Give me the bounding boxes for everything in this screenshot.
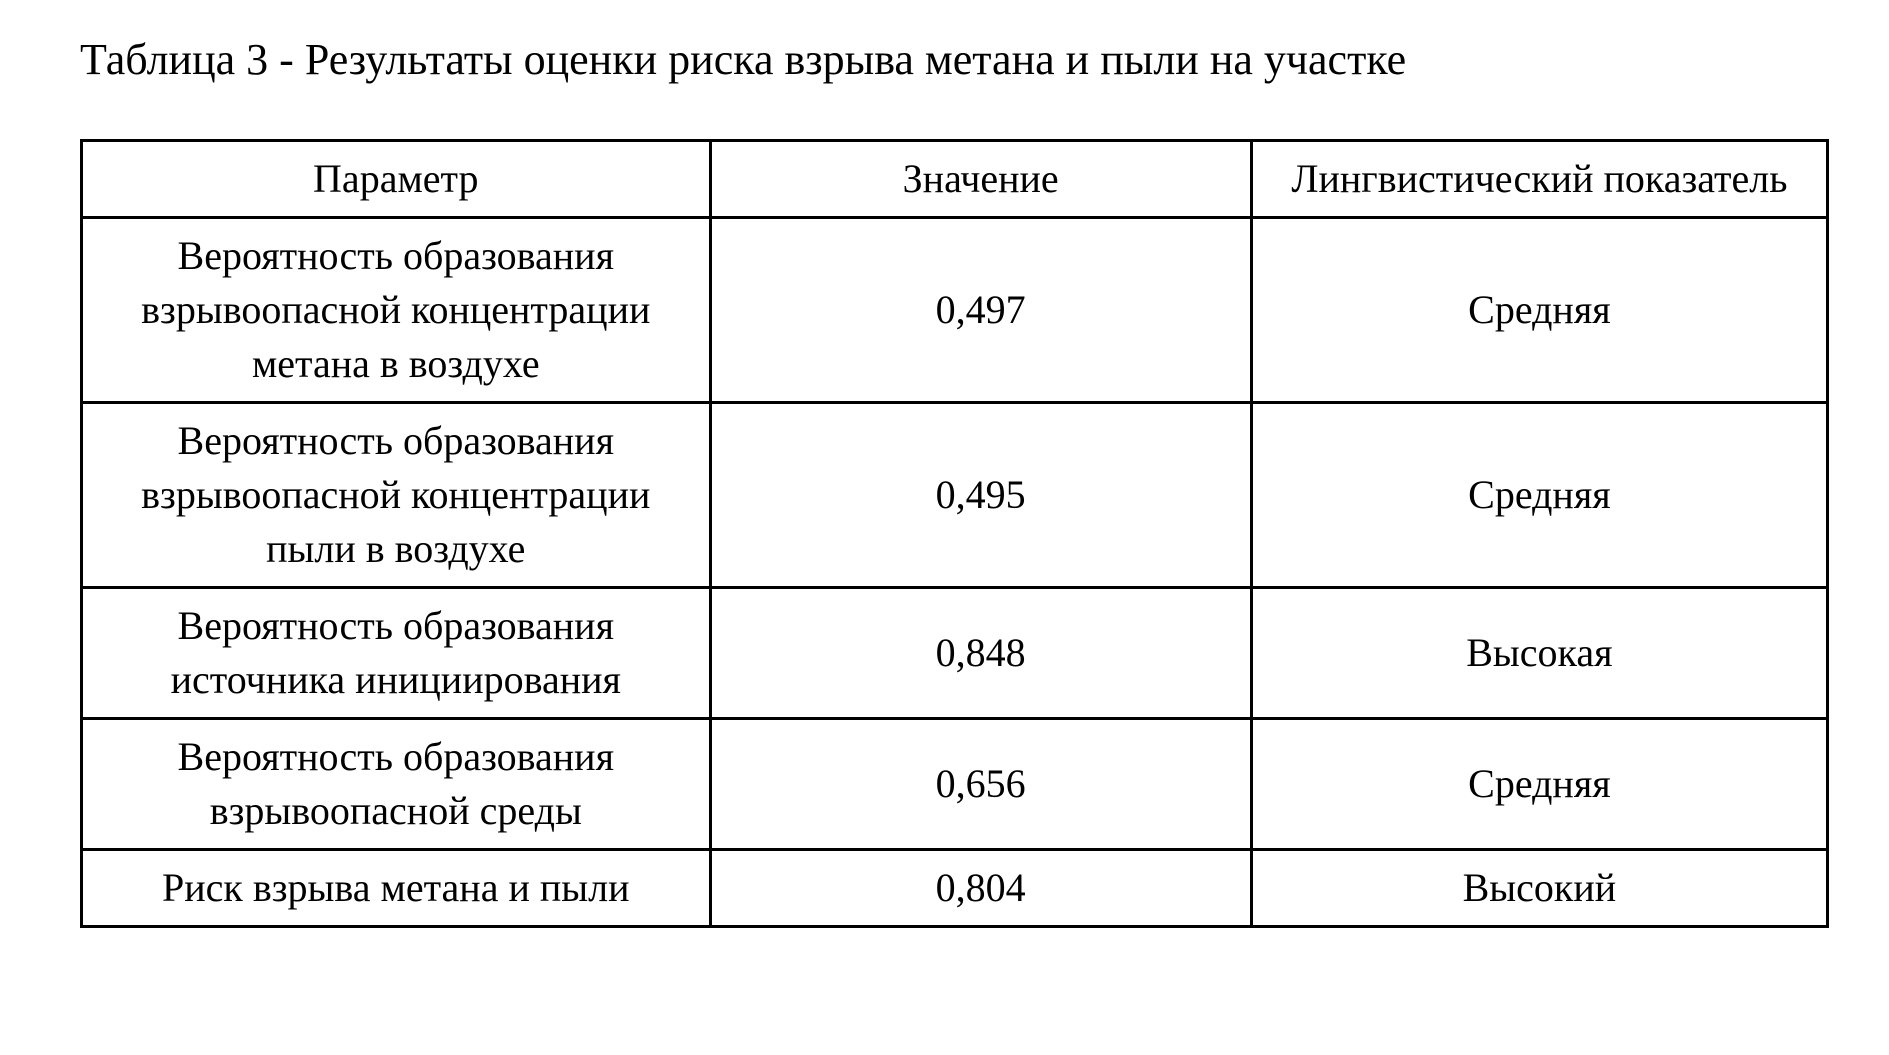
table-body: Вероятность образования взрывоопасной ко… — [82, 218, 1828, 927]
cell-parameter: Вероятность образования источника иниции… — [82, 588, 711, 719]
cell-value: 0,804 — [710, 850, 1251, 927]
table-caption: Таблица 3 - Результаты оценки риска взры… — [80, 30, 1829, 89]
cell-label: Средняя — [1251, 719, 1827, 850]
table-row: Вероятность образования взрывоопасной ко… — [82, 218, 1828, 403]
cell-parameter: Вероятность образования взрывоопасной ко… — [82, 403, 711, 588]
cell-value: 0,495 — [710, 403, 1251, 588]
table-row: Вероятность образования взрывоопасной ср… — [82, 719, 1828, 850]
col-header-parameter: Параметр — [82, 141, 711, 218]
cell-label: Средняя — [1251, 403, 1827, 588]
table-header: Параметр Значение Лингвистический показа… — [82, 141, 1828, 218]
document-page: Таблица 3 - Результаты оценки риска взры… — [0, 0, 1889, 968]
cell-parameter: Вероятность образования взрывоопасной ко… — [82, 218, 711, 403]
cell-label: Высокий — [1251, 850, 1827, 927]
col-header-label: Лингвистический показатель — [1251, 141, 1827, 218]
table-header-row: Параметр Значение Лингвистический показа… — [82, 141, 1828, 218]
col-header-value: Значение — [710, 141, 1251, 218]
cell-value: 0,656 — [710, 719, 1251, 850]
cell-value: 0,497 — [710, 218, 1251, 403]
cell-label: Средняя — [1251, 218, 1827, 403]
table-row: Риск взрыва метана и пыли 0,804 Высокий — [82, 850, 1828, 927]
cell-parameter: Вероятность образования взрывоопасной ср… — [82, 719, 711, 850]
cell-label: Высокая — [1251, 588, 1827, 719]
table-row: Вероятность образования источника иниции… — [82, 588, 1828, 719]
table-row: Вероятность образования взрывоопасной ко… — [82, 403, 1828, 588]
cell-parameter: Риск взрыва метана и пыли — [82, 850, 711, 927]
cell-value: 0,848 — [710, 588, 1251, 719]
risk-table: Параметр Значение Лингвистический показа… — [80, 139, 1829, 928]
